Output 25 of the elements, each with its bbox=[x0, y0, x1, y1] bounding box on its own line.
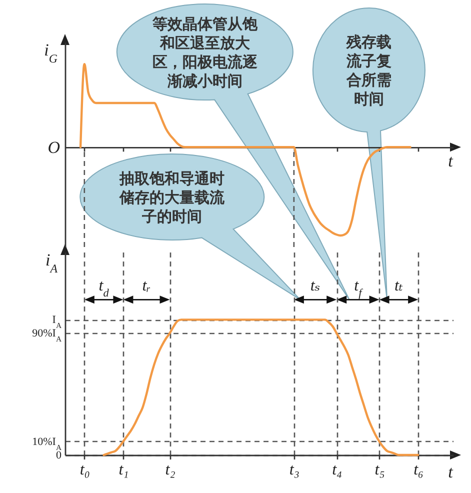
annotation: 抽取饱和导通时储存的大量载流子的时间 bbox=[118, 170, 226, 226]
annotation: 等效晶体管从饱和区退至放大区，阳极电流逐渐减小时间 bbox=[152, 15, 258, 90]
x-tick-label: t₁ bbox=[118, 462, 129, 478]
y-tick-label: 0 bbox=[56, 450, 62, 462]
y-tick-label: 10%I$_{A}$ bbox=[32, 436, 62, 452]
text: O bbox=[48, 138, 60, 158]
x-tick-label: t₄ bbox=[332, 462, 342, 478]
text: t bbox=[448, 462, 453, 482]
x-tick-label: t₆ bbox=[414, 462, 424, 478]
annotation: tₛ bbox=[310, 278, 320, 295]
annotation: 残存载流子复合所需时间 bbox=[346, 33, 392, 108]
y-tick-label: 90%I$_{A}$ bbox=[32, 328, 62, 344]
y-axis-title: i$_{G}$ bbox=[44, 40, 58, 66]
y-axis-title: i$_{A}$ bbox=[46, 250, 58, 276]
annotation: tᵣ bbox=[142, 278, 151, 295]
annotation: tₜ bbox=[394, 278, 403, 295]
y-tick-label: I$_{A}$ bbox=[52, 314, 62, 330]
text: d bbox=[103, 288, 109, 300]
x-tick-label: t₂ bbox=[165, 462, 176, 478]
x-axis-title: t bbox=[448, 152, 454, 171]
annotation: t$_{f}$ bbox=[354, 278, 364, 300]
x-tick-label: t₀ bbox=[80, 462, 90, 478]
x-tick-label: t₃ bbox=[289, 462, 300, 478]
x-axis-title: t bbox=[98, 278, 104, 295]
x-tick-label: t₅ bbox=[374, 462, 385, 478]
